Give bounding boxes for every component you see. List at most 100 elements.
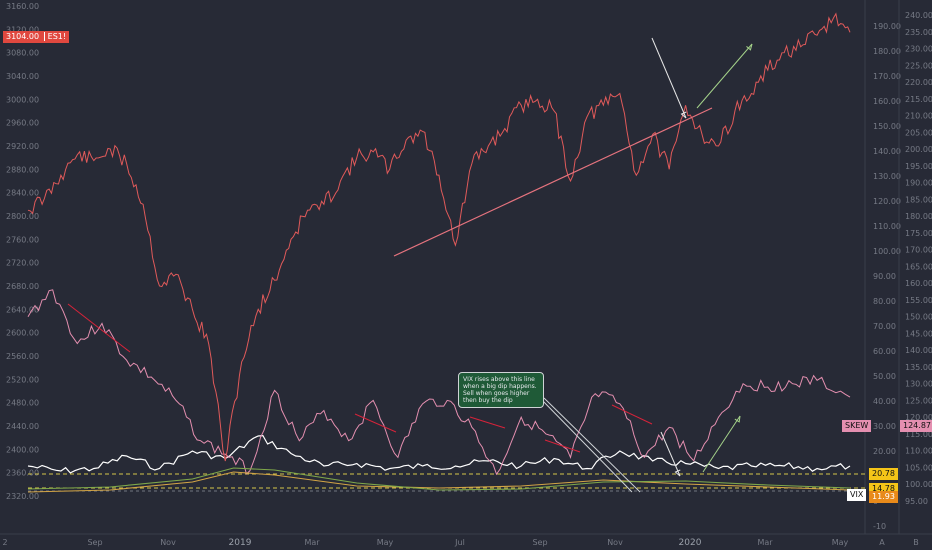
mid-axis-tick: 120.00: [873, 197, 901, 206]
left-axis-tick: 2600.00: [6, 329, 39, 338]
right-axis-tick: 145.00: [905, 329, 932, 338]
right-axis-tick: 120.00: [905, 413, 932, 422]
es-last-price: 3104.00: [6, 32, 40, 41]
callout-pointer-1: [539, 397, 633, 493]
mid-axis-tick: 20.00: [873, 447, 896, 456]
up-arrow-lower-head: [734, 415, 741, 423]
right-axis-tick: 140.00: [905, 346, 932, 355]
mid-axis-tick: 60.00: [873, 347, 896, 356]
mid-axis-tick: 150.00: [873, 122, 901, 131]
mid-axis-tick: 110.00: [873, 222, 901, 231]
mid-axis-tick: 50.00: [873, 372, 896, 381]
right-axis-tick: 235.00: [905, 28, 932, 37]
skew-trend-line-2[interactable]: [354, 413, 397, 433]
left-axis-tick: 3000.00: [6, 95, 39, 104]
mid-axis-tick: 180.00: [873, 47, 901, 56]
level-high-value: 20.78: [872, 469, 895, 478]
right-axis-tick: 200.00: [905, 145, 932, 154]
es-last-price-badge: 3104.00 ES1!: [3, 31, 70, 43]
es-series-line: [27, 12, 851, 462]
time-axis-tick: Jul: [454, 538, 465, 547]
mid-price-axis[interactable]: 190.00 180.00 170.00 160.00 150.00 140.00 130.…: [864, 0, 901, 534]
left-axis-tick: 2720.00: [6, 259, 39, 268]
mid-axis-tick: 160.00: [873, 97, 901, 106]
skew-symbol: SKEW: [845, 421, 869, 430]
axis-button-a: A: [879, 538, 885, 547]
left-axis-tick: 3080.00: [6, 49, 39, 58]
left-axis-tick: 2960.00: [6, 119, 39, 128]
skew-last-value: 124.87: [903, 421, 931, 430]
drawings-layer[interactable]: [67, 37, 753, 493]
right-axis-tick: 230.00: [905, 45, 932, 54]
right-axis-tick: 100.00: [905, 480, 932, 489]
right-axis-tick: 215.00: [905, 95, 932, 104]
mid-axis-tick: 70.00: [873, 322, 896, 331]
mid-axis-tick: 140.00: [873, 147, 901, 156]
left-axis-tick: 2520.00: [6, 375, 39, 384]
right-axis-tick: 185.00: [905, 195, 932, 204]
up-arrow-upper[interactable]: [696, 43, 753, 109]
up-arrow-lower[interactable]: [702, 415, 741, 473]
mid-axis-tick: 40.00: [873, 397, 896, 406]
mid-axis-tick: 170.00: [873, 72, 901, 81]
vix-ma-slow-line: [27, 471, 851, 493]
left-axis-tick: 2400.00: [6, 445, 39, 454]
annotation-text: VIX rises above this line when a big dip…: [463, 376, 537, 404]
left-axis-tick: 2920.00: [6, 142, 39, 151]
level-low-value: 14.78: [872, 484, 895, 493]
up-arrow-upper-head: [746, 43, 753, 51]
time-axis-tick: Mar: [304, 538, 320, 547]
right-axis-tick: 130.00: [905, 380, 932, 389]
right-axis-tick: 165.00: [905, 262, 932, 271]
time-axis[interactable]: 2 Sep Nov 2019 Mar May Jul Sep Nov 2020 Mar May A B: [0, 533, 932, 548]
time-axis-tick: 2019: [229, 538, 252, 548]
es-symbol: ES1!: [43, 32, 67, 41]
mid-axis-tick: 80.00: [873, 297, 896, 306]
time-axis-tick: Sep: [87, 538, 102, 547]
uptrend-line[interactable]: [393, 107, 713, 257]
down-arrow-upper[interactable]: [651, 37, 687, 119]
left-price-axis[interactable]: 3160.00 3120.00 3080.00 3040.00 3000.00 2960.…: [6, 2, 39, 501]
skew-trend-line-1[interactable]: [67, 303, 131, 353]
vix-symbol-badge: VIX: [847, 489, 867, 501]
right-axis-tick: 170.00: [905, 246, 932, 255]
down-arrow-upper-head: [680, 111, 687, 119]
left-axis-tick: 2880.00: [6, 165, 39, 174]
left-axis-tick: 3120.00: [6, 25, 39, 34]
right-axis-tick: 115.00: [905, 430, 932, 439]
right-axis-tick: 125.00: [905, 396, 932, 405]
skew-last-value-badge: 124.87: [900, 420, 932, 432]
vix-last-value: 11.93: [872, 492, 895, 501]
right-axis-tick: 195.00: [905, 162, 932, 171]
right-axis-tick: 95.00: [905, 497, 928, 506]
annotation-callout[interactable]: VIX rises above this line when a big dip…: [458, 372, 544, 408]
right-axis-tick: 225.00: [905, 61, 932, 70]
skew-series-line: [27, 289, 851, 476]
callout-pointer-2: [543, 397, 641, 493]
mid-axis-tick: -10: [873, 522, 886, 531]
skew-trend-line-4[interactable]: [611, 404, 653, 425]
left-axis-tick: 2640.00: [6, 305, 39, 314]
left-axis-tick: 2440.00: [6, 422, 39, 431]
down-arrow-lower[interactable]: [660, 431, 681, 477]
right-price-axis[interactable]: 240.00 235.00 230.00 225.00 220.00 215.00 210.…: [898, 0, 932, 534]
down-arrow-lower-head: [674, 469, 681, 477]
skew-trend-line-5[interactable]: [544, 439, 581, 453]
time-axis-tick: 2: [2, 538, 7, 547]
right-axis-tick: 160.00: [905, 279, 932, 288]
right-axis-tick: 105.00: [905, 463, 932, 472]
time-axis-tick: 2020: [679, 538, 702, 548]
series-layer: [27, 12, 851, 493]
time-axis-tick: May: [377, 538, 394, 547]
time-axis-tick: May: [832, 538, 849, 547]
left-axis-tick: 3160.00: [6, 2, 39, 11]
time-axis-tick: Nov: [607, 538, 623, 547]
skew-trend-line-3[interactable]: [469, 416, 506, 429]
right-axis-tick: 190.00: [905, 179, 932, 188]
left-axis-tick: 2320.00: [6, 492, 39, 501]
left-axis-tick: 2760.00: [6, 235, 39, 244]
right-axis-tick: 150.00: [905, 313, 932, 322]
mid-axis-tick: 190.00: [873, 22, 901, 31]
skew-symbol-badge: SKEW: [842, 420, 872, 432]
